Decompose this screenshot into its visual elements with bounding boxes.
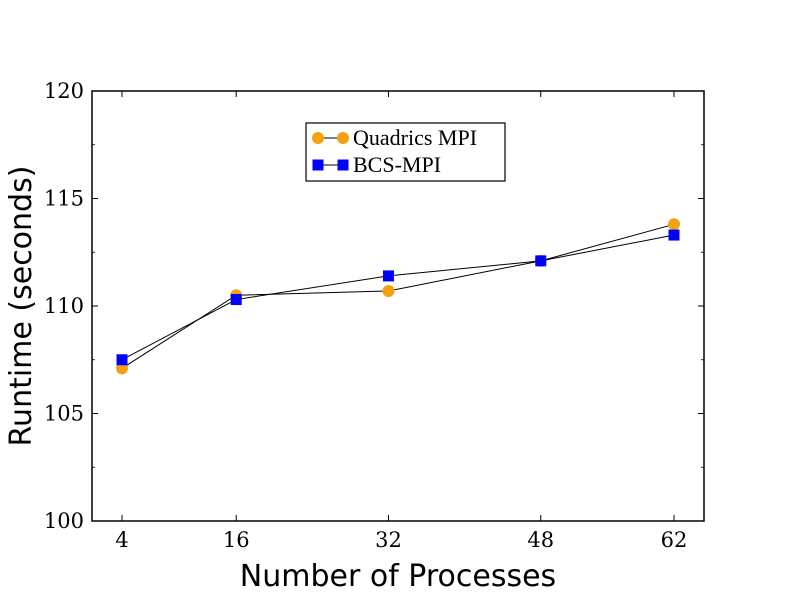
y-tick-label: 100: [44, 509, 84, 533]
legend-label-1: Quadrics MPI: [353, 125, 477, 150]
legend-marker-1: [337, 132, 349, 144]
data-point-2: [382, 270, 394, 282]
x-axis-title: Number of Processes: [240, 559, 556, 594]
data-point-2: [116, 354, 128, 366]
legend-marker-2: [312, 159, 324, 171]
data-point-1: [668, 218, 680, 231]
series-line-2: [121, 234, 675, 361]
data-point-1: [116, 362, 128, 375]
x-tick-label: 4: [115, 528, 128, 552]
data-point-1: [382, 284, 395, 297]
y-axis-title: Runtime (seconds): [4, 166, 39, 447]
legend-marker-1: [312, 132, 324, 144]
x-tick-label: 48: [527, 528, 554, 552]
y-tick-label: 110: [44, 294, 84, 318]
x-axis: 4 16 32 48 62: [115, 91, 687, 552]
legend-label-2: BCS-MPI: [353, 152, 441, 177]
data-point-2: [668, 229, 680, 241]
y-axis: 100 105 110 115 120: [44, 79, 704, 533]
x-tick-label: 62: [661, 528, 688, 552]
data-point-2: [535, 255, 547, 267]
y-tick-label: 105: [44, 402, 84, 426]
y-tick-label: 115: [44, 187, 84, 211]
y-tick-label: 120: [44, 79, 84, 103]
legend-marker-2: [337, 159, 349, 171]
series-line-1: [121, 223, 675, 369]
x-tick-label: 32: [375, 528, 402, 552]
series-layer: [116, 218, 680, 375]
data-point-2: [230, 294, 242, 306]
legend-box: [305, 122, 506, 182]
x-tick-label: 16: [223, 528, 250, 552]
